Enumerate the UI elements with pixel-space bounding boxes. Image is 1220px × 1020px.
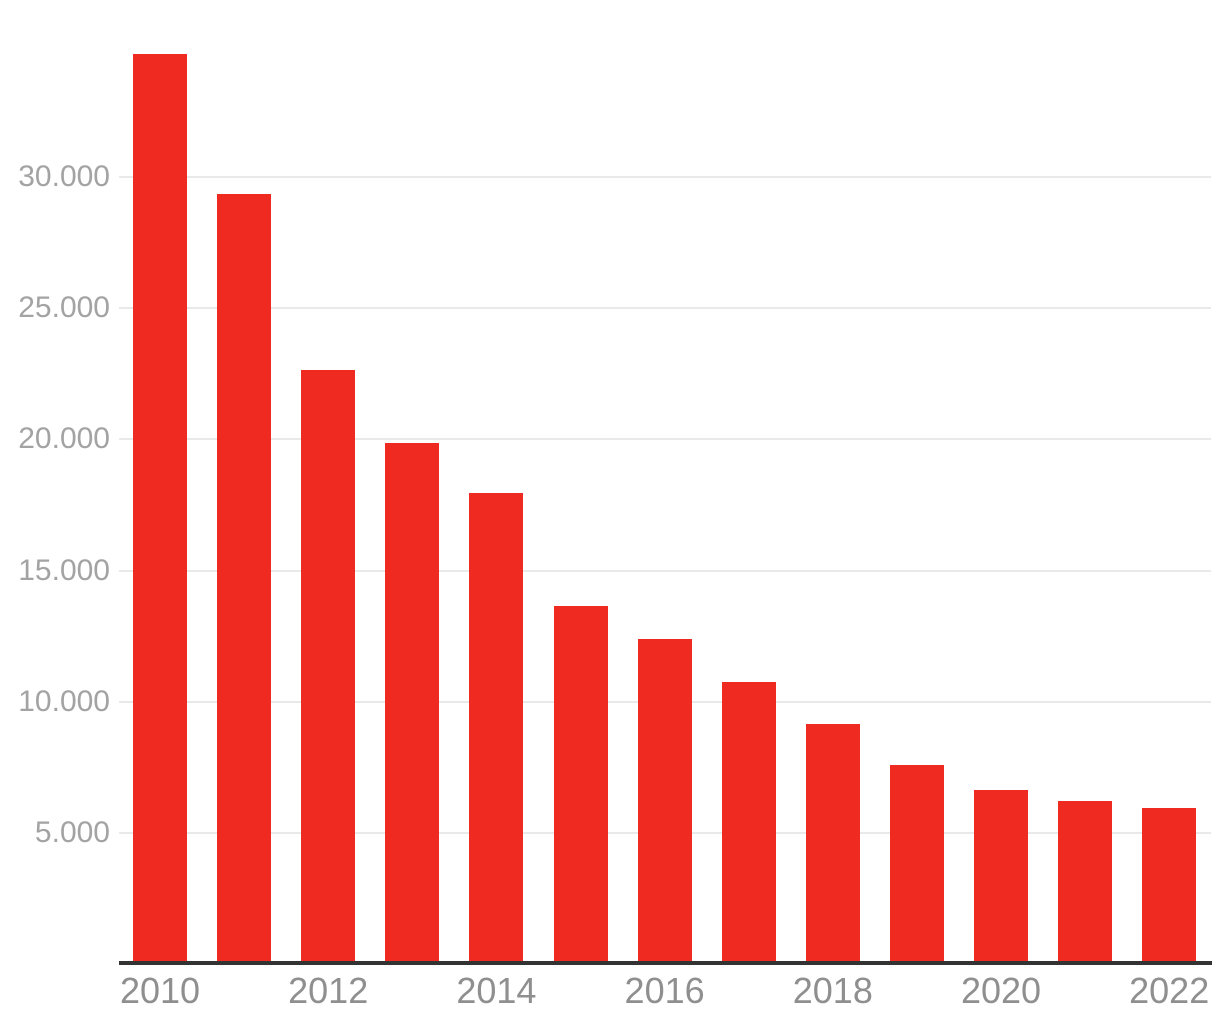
bar-2012	[301, 369, 356, 961]
y-axis-tick-label: 5.000	[34, 815, 110, 849]
bar-2022	[1142, 807, 1197, 961]
bar-2019	[889, 764, 944, 961]
y-axis-tick-label: 30.000	[18, 160, 110, 193]
gridline	[119, 569, 1211, 572]
bar-2018	[805, 723, 860, 961]
bar-2020	[974, 789, 1028, 961]
x-axis-tick-label: 2010	[119, 970, 201, 1011]
y-axis-tick-label: 10.000	[18, 684, 110, 718]
x-axis-tick-label: 2014	[456, 970, 537, 1011]
bar-2010	[133, 53, 187, 961]
bar-2021	[1058, 801, 1113, 961]
x-axis-line	[119, 961, 1212, 965]
bar-2013	[385, 443, 440, 961]
gridline	[119, 438, 1211, 441]
x-axis-tick-label: 2018	[792, 970, 873, 1011]
x-axis-tick-label: 2016	[624, 970, 705, 1011]
gridline	[119, 307, 1211, 310]
bar-2011	[217, 194, 272, 961]
y-axis-tick-label: 15.000	[18, 553, 110, 587]
y-axis-tick-label: 20.000	[18, 422, 110, 456]
gridline	[119, 176, 1211, 178]
x-axis-tick-label: 2022	[1129, 970, 1210, 1011]
bar-2015	[553, 605, 608, 961]
bar-2014	[469, 493, 524, 961]
x-axis-tick-label: 2012	[288, 970, 369, 1011]
bar-2016	[637, 638, 692, 961]
bar-2017	[721, 681, 776, 961]
y-axis-tick-label: 25.000	[18, 291, 110, 325]
x-axis-tick-label: 2020	[960, 970, 1042, 1011]
